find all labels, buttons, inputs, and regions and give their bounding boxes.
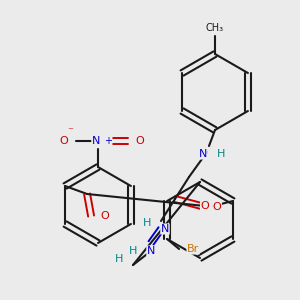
Text: O: O bbox=[213, 202, 221, 212]
Text: H: H bbox=[143, 218, 151, 228]
Text: O: O bbox=[136, 136, 144, 146]
Text: O: O bbox=[60, 136, 68, 146]
Text: +: + bbox=[104, 136, 112, 146]
Text: Br: Br bbox=[187, 244, 199, 254]
Text: N: N bbox=[199, 149, 207, 159]
Text: N: N bbox=[161, 224, 169, 234]
Text: O: O bbox=[101, 211, 110, 221]
Text: H: H bbox=[217, 149, 225, 159]
Text: N: N bbox=[147, 246, 155, 256]
Text: H: H bbox=[115, 254, 123, 264]
Text: ⁻: ⁻ bbox=[67, 126, 73, 136]
Text: O: O bbox=[200, 201, 209, 211]
Text: N: N bbox=[92, 136, 100, 146]
Text: H: H bbox=[129, 246, 137, 256]
Text: CH₃: CH₃ bbox=[206, 23, 224, 33]
